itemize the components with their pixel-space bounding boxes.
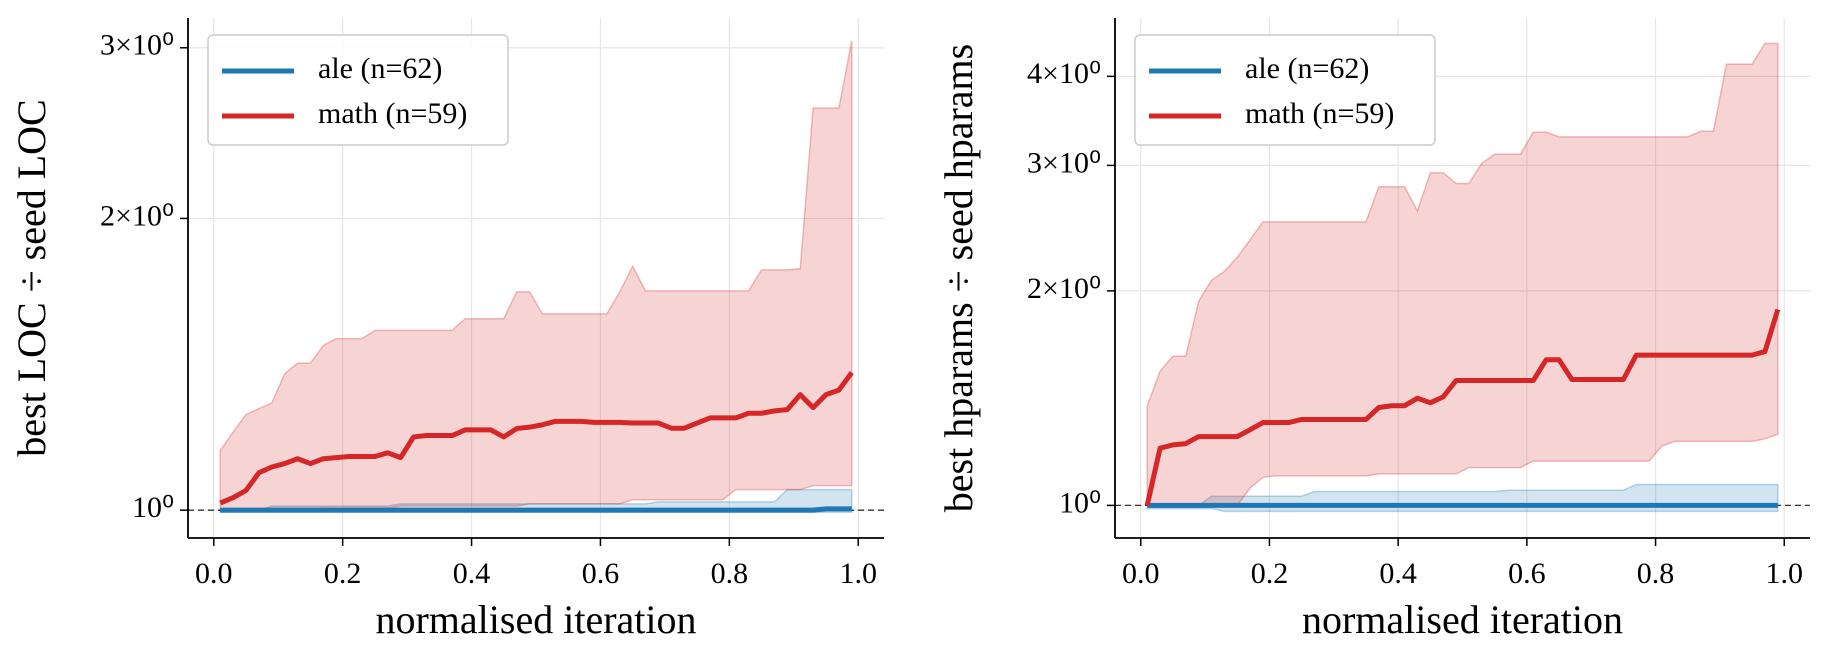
x-tick-label: 0.6 [582,557,620,590]
x-tick-label: 0.8 [711,557,749,590]
y-axis-label: best hparams ÷ seed hparams [936,44,981,512]
legend-label: ale (n=62) [318,52,442,85]
x-tick-label: 1.0 [839,557,877,590]
y-tick-label: 2×10⁰ [100,199,174,232]
x-axis-label: normalised iteration [375,597,696,642]
legend: ale (n=62) math (n=59) [207,34,509,146]
series-line [1144,308,1781,506]
y-tick-label: 4×10⁰ [1027,57,1101,90]
panel: 0.0 0.2 0.4 0.6 0.8 1.0 10⁰ 2×10⁰ 3×10⁰ normalise… [9,18,884,642]
y-tick-label: 3×10⁰ [1027,146,1101,179]
x-axis-label: normalised iteration [1302,597,1623,642]
y-tick-label: 10⁰ [132,491,174,524]
legend: ale (n=62) math (n=59) [1134,34,1436,146]
band [219,40,853,511]
x-tick-label: 0.6 [1508,557,1546,590]
x-tick-label: 0.4 [453,557,491,590]
legend-label: math (n=59) [1245,97,1394,130]
series-line [220,506,852,513]
x-tick-label: 0.0 [195,557,233,590]
x-tick-label: 0.2 [1251,557,1289,590]
y-tick-label: 10⁰ [1059,486,1101,519]
series-line [219,371,854,506]
x-tick-label: 0.2 [324,557,362,590]
x-tick-label: 1.0 [1766,557,1804,590]
legend-label: ale (n=62) [1245,52,1369,85]
y-tick-label: 3×10⁰ [100,29,174,62]
x-tick-label: 0.0 [1122,557,1160,590]
y-axis-label: best LOC ÷ seed LOC [9,99,54,456]
x-tick-label: 0.8 [1637,557,1675,590]
legend-label: math (n=59) [318,97,467,130]
y-tick-label: 2×10⁰ [1027,272,1101,305]
band [1146,42,1779,507]
panel: 0.0 0.2 0.4 0.6 0.8 1.0 10⁰ 2×10⁰ 3×10⁰ 4×10⁰ norm… [936,18,1810,642]
x-tick-label: 0.4 [1379,557,1417,590]
